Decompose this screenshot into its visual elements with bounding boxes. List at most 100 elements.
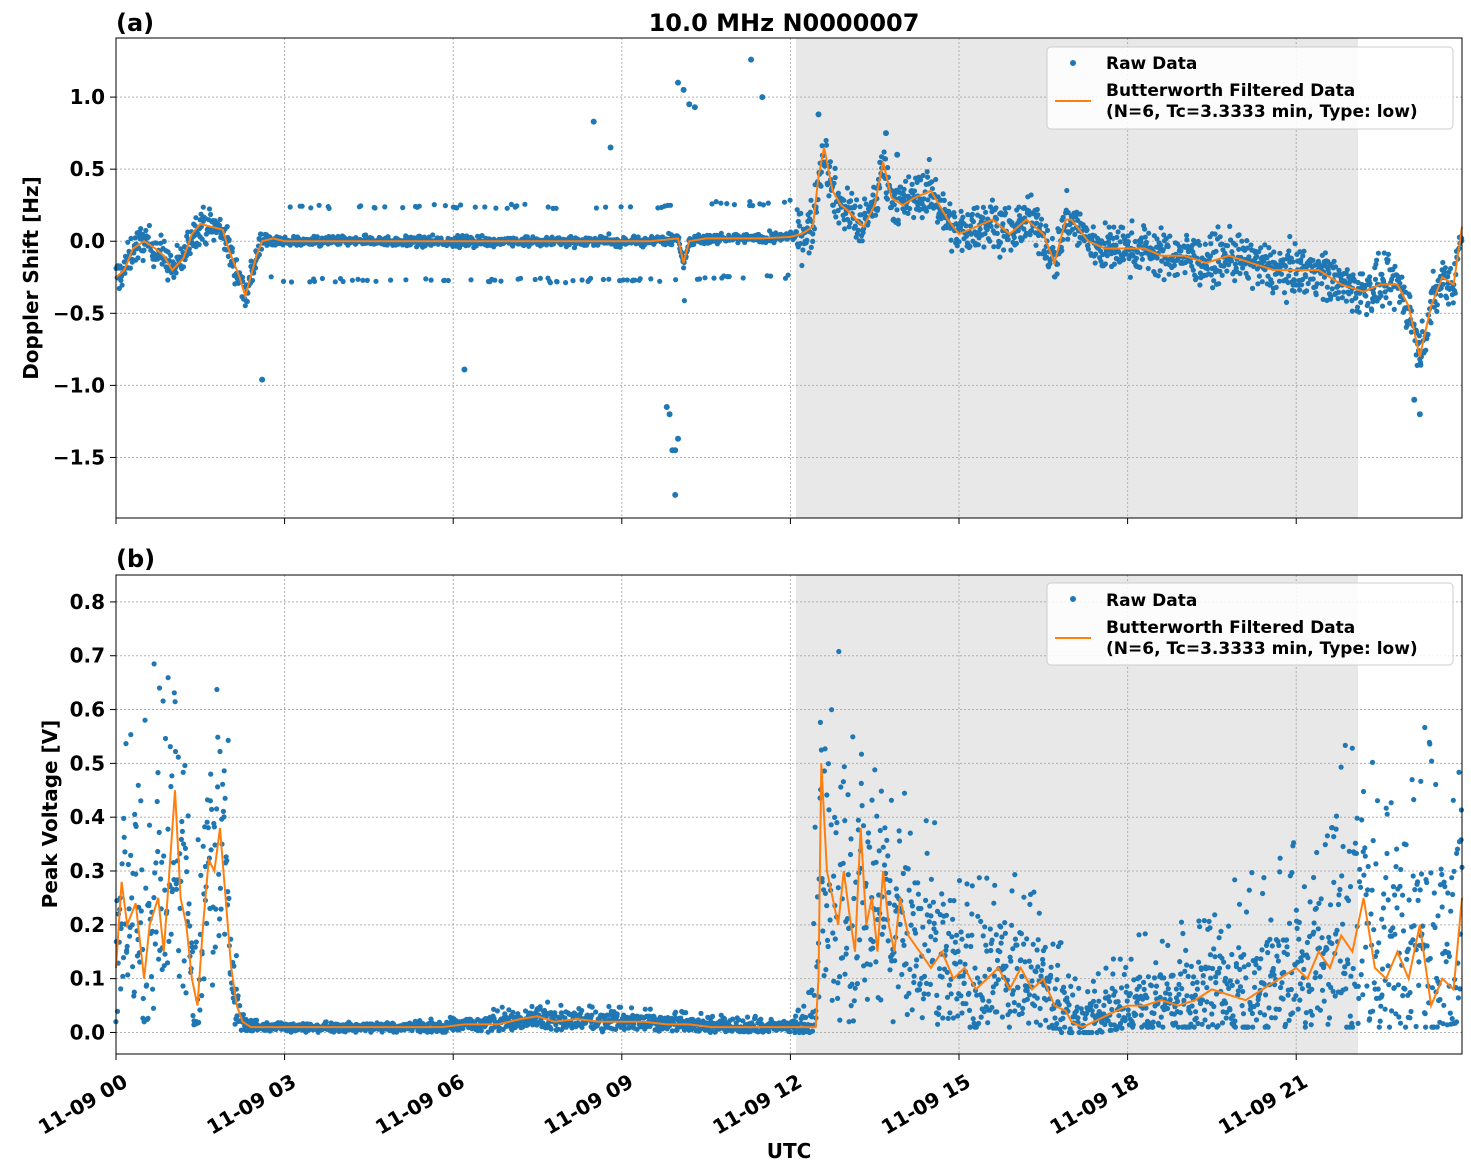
raw-data-point: [993, 932, 999, 938]
raw-data-point: [1008, 958, 1014, 964]
raw-data-point: [1155, 273, 1161, 279]
raw-data-point: [1440, 281, 1446, 287]
raw-data-point: [1445, 274, 1451, 280]
raw-data-point: [1090, 998, 1097, 1004]
raw-data-point: [1250, 1024, 1256, 1030]
raw-data-point: [176, 973, 182, 979]
raw-data-point: [943, 943, 950, 950]
raw-data-point: [1181, 997, 1187, 1003]
raw-data-point: [1265, 950, 1271, 956]
raw-data-point: [1106, 994, 1112, 1000]
raw-data-point: [1419, 318, 1425, 324]
raw-data-point: [388, 277, 394, 283]
raw-data-point: [795, 1007, 802, 1013]
raw-data-point: [1254, 254, 1260, 260]
raw-data-point: [905, 210, 911, 216]
raw-data-point: [959, 247, 965, 253]
raw-data-point: [1129, 218, 1135, 224]
legend-filtered-params: (N=6, Tc=3.3333 min, Type: low): [1106, 102, 1418, 122]
raw-data-point: [768, 273, 774, 279]
raw-data-point: [806, 250, 812, 256]
raw-data-point: [119, 861, 125, 867]
raw-data-point: [1018, 931, 1024, 937]
raw-data-point: [742, 239, 748, 245]
raw-data-point: [824, 903, 830, 909]
raw-data-point: [955, 1013, 961, 1019]
raw-data-point: [954, 243, 960, 249]
panel-a-x-ticks: [115, 518, 1297, 524]
raw-data-point: [950, 916, 956, 922]
raw-data-point: [932, 820, 938, 826]
raw-data-point: [1073, 213, 1079, 220]
raw-data-point: [833, 214, 839, 220]
raw-data-point: [740, 275, 746, 281]
raw-data-point: [1219, 1020, 1226, 1026]
raw-data-point: [130, 964, 136, 970]
raw-data-point: [518, 275, 524, 281]
raw-data-point: [1153, 983, 1160, 989]
raw-data-point: [1286, 273, 1292, 279]
raw-data-point: [1260, 890, 1266, 897]
raw-data-point: [154, 240, 160, 246]
raw-data-point: [1102, 261, 1108, 267]
raw-data-point: [967, 1024, 973, 1030]
raw-data-point: [1136, 932, 1142, 938]
raw-data-point: [1092, 260, 1098, 266]
raw-data-point: [1277, 250, 1283, 256]
raw-data-point: [1367, 281, 1373, 287]
raw-data-point: [1024, 996, 1030, 1002]
raw-data-point: [253, 1017, 260, 1023]
raw-data-point: [842, 226, 848, 232]
raw-data-point: [1434, 308, 1440, 314]
raw-data-point: [958, 993, 964, 999]
raw-data-point: [837, 1017, 843, 1023]
raw-data-point: [1111, 261, 1117, 267]
raw-data-point: [869, 797, 875, 803]
raw-data-point: [1216, 935, 1222, 941]
raw-data-point: [1239, 1003, 1245, 1009]
raw-data-point: [835, 885, 841, 891]
raw-data-point: [209, 982, 216, 988]
raw-data-point: [829, 997, 835, 1003]
raw-data-point: [1103, 248, 1110, 255]
raw-data-point: [848, 1003, 854, 1009]
raw-data-point: [1106, 236, 1112, 242]
raw-data-point: [184, 869, 190, 875]
raw-data-point: [1261, 875, 1267, 881]
panel-a-doppler: 1.00.50.0−0.5−1.0−1.5 (a) 10.0 MHz N0000…: [19, 9, 1465, 524]
raw-data-point: [165, 675, 171, 681]
raw-data-point: [1032, 1003, 1038, 1009]
raw-data-point: [1021, 226, 1027, 232]
raw-data-point: [946, 982, 953, 988]
raw-data-point: [731, 202, 738, 208]
raw-data-point: [1110, 971, 1116, 977]
raw-data-point: [1233, 242, 1239, 248]
raw-data-point: [1434, 302, 1440, 308]
raw-data-point: [1297, 997, 1303, 1003]
raw-data-point: [1150, 1019, 1156, 1025]
raw-data-point: [1252, 984, 1258, 990]
raw-outlier-point: [882, 130, 889, 137]
raw-data-point: [908, 922, 914, 928]
raw-data-point: [837, 974, 843, 980]
raw-data-point: [148, 974, 155, 980]
raw-data-point: [1209, 1011, 1215, 1017]
raw-data-point: [1379, 271, 1385, 277]
raw-data-point: [1034, 995, 1040, 1001]
raw-data-point: [998, 924, 1004, 930]
raw-data-point: [332, 279, 338, 285]
raw-data-point: [143, 885, 149, 891]
raw-data-point: [1060, 1015, 1066, 1022]
raw-data-point: [822, 746, 828, 752]
raw-data-point: [1125, 233, 1131, 239]
raw-data-point: [1159, 938, 1165, 944]
raw-data-point: [1370, 299, 1376, 305]
y-tick-label: 1.0: [70, 85, 105, 109]
raw-data-point: [132, 235, 138, 241]
raw-data-point: [785, 272, 791, 278]
raw-data-point: [875, 205, 881, 212]
raw-data-point: [833, 830, 839, 836]
raw-data-point: [204, 920, 210, 927]
raw-data-point: [919, 215, 925, 221]
raw-data-point: [1021, 894, 1027, 900]
